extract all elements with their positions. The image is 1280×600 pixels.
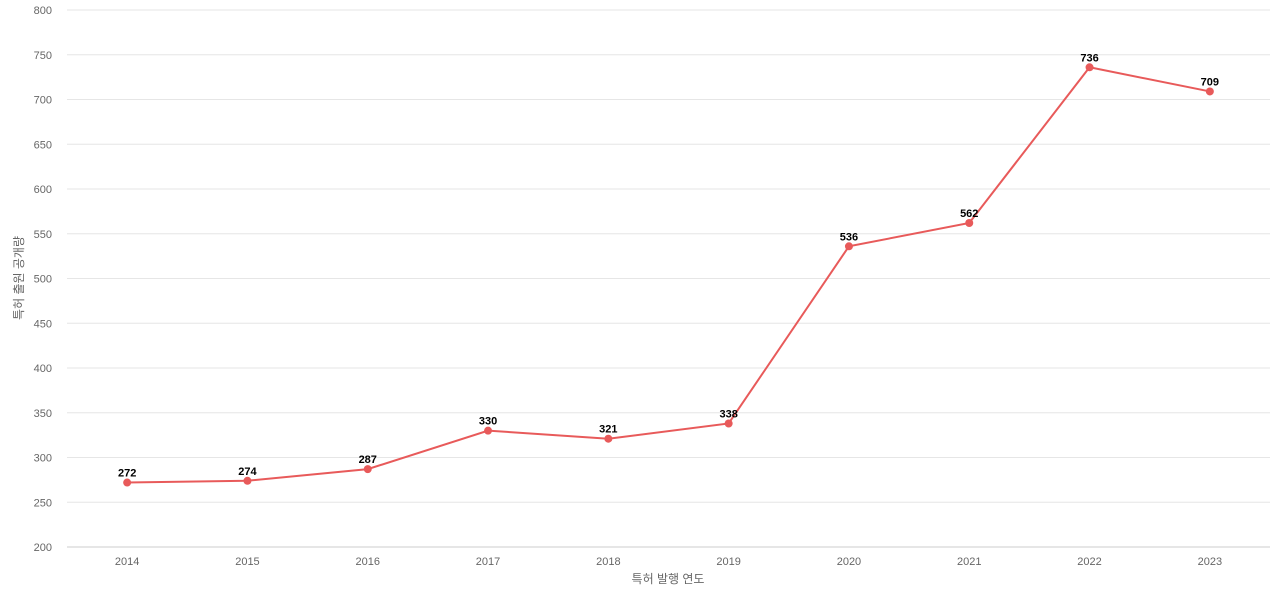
- data-label: 562: [960, 208, 978, 220]
- x-tick-label: 2020: [837, 556, 861, 568]
- y-tick-label: 350: [34, 408, 52, 420]
- y-tick-label: 750: [34, 50, 52, 62]
- x-axis-title: 특허 발행 연도: [632, 571, 705, 586]
- y-tick-label: 600: [34, 184, 52, 196]
- y-tick-label: 250: [34, 497, 52, 509]
- series-line: [127, 66, 1211, 484]
- data-point: [123, 478, 132, 487]
- x-tick-label: 2019: [716, 556, 740, 568]
- data-label: 338: [719, 408, 737, 420]
- data-label: 272: [118, 468, 136, 480]
- data-label: 709: [1201, 76, 1219, 88]
- x-tick-label: 2017: [476, 556, 500, 568]
- data-label: 287: [359, 454, 377, 466]
- x-tick-label: 2014: [115, 556, 139, 568]
- data-label: 321: [599, 424, 617, 436]
- y-tick-label: 400: [34, 363, 52, 375]
- x-tick-label: 2022: [1077, 556, 1101, 568]
- x-tick-label: 2015: [235, 556, 259, 568]
- data-point: [484, 426, 493, 435]
- data-label: 274: [238, 466, 257, 478]
- data-point: [243, 476, 252, 485]
- data-point: [844, 242, 853, 251]
- data-label: 330: [479, 416, 497, 428]
- x-tick-label: 2016: [356, 556, 380, 568]
- gridlines: [67, 9, 1270, 548]
- y-tick-label: 300: [34, 453, 52, 465]
- data-point: [965, 219, 974, 228]
- data-point: [604, 434, 613, 443]
- y-tick-label: 200: [34, 542, 52, 554]
- y-tick-label: 500: [34, 274, 52, 286]
- x-tick-label: 2021: [957, 556, 981, 568]
- y-axis-ticks: 200 250 300 350 400 450 500 550 600 650 700 750 800: [34, 5, 52, 554]
- y-tick-label: 450: [34, 318, 52, 330]
- data-point: [724, 419, 733, 428]
- data-label: 736: [1080, 52, 1098, 64]
- y-tick-label: 800: [34, 5, 52, 17]
- series: [123, 63, 1214, 487]
- data-point: [1205, 87, 1214, 96]
- data-point: [1085, 63, 1094, 72]
- x-axis-ticks: 2014 2015 2016 2017 2018 2019 2020 2021 2022 2023: [115, 556, 1222, 568]
- data-label: 536: [840, 231, 858, 243]
- x-tick-label: 2018: [596, 556, 620, 568]
- data-labels: 272 274 287 330 321 338 536 562 736 709: [118, 52, 1219, 479]
- y-tick-label: 700: [34, 95, 52, 107]
- data-point: [363, 465, 372, 474]
- x-tick-label: 2023: [1198, 556, 1222, 568]
- y-tick-label: 650: [34, 139, 52, 151]
- y-tick-label: 550: [34, 229, 52, 241]
- y-axis-title: 특허 출원 공개량: [12, 236, 26, 320]
